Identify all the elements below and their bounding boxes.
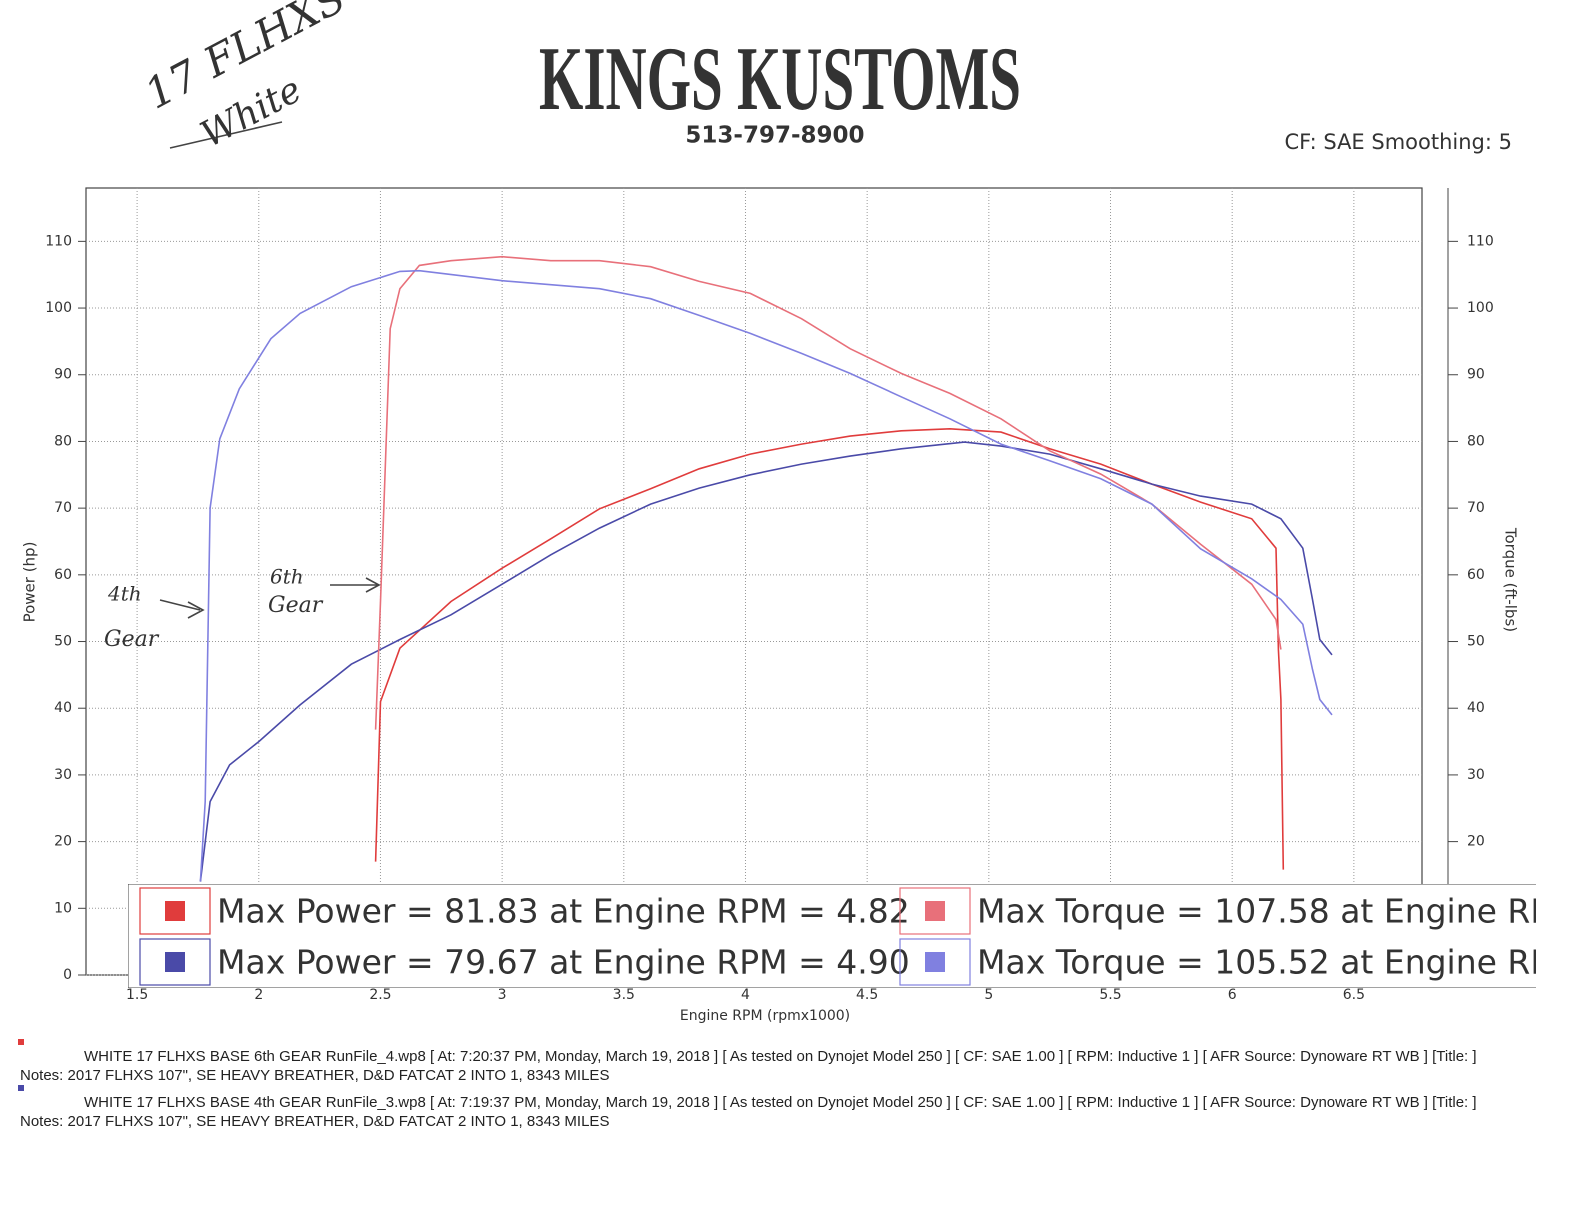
legend-swatch [165, 901, 185, 921]
series-line [374, 255, 1282, 730]
y-tick-label: 20 [54, 834, 72, 850]
x-tick-label: 5 [984, 987, 993, 1003]
y-axis-label: Power (hp) [21, 542, 39, 623]
note-text: WHITE 17 FLHXS BASE 4th GEAR RunFile_3.w… [20, 1094, 1477, 1130]
series-line [199, 269, 1333, 882]
y-tick-label: 10 [54, 900, 72, 916]
legend-box-outline [899, 887, 971, 935]
legend-label: Max Torque = 105.52 at Engine RPM [977, 943, 1579, 982]
y-tick-label: 110 [45, 233, 72, 249]
x-tick-label: 3.5 [613, 987, 635, 1003]
y-tick-label: 30 [54, 767, 72, 783]
x-tick-label: 3 [498, 987, 507, 1003]
note: WHITE 17 FLHXS BASE 6th GEAR RunFile_4.w… [18, 1039, 1500, 1085]
y2-tick-label: 90 [1467, 367, 1485, 383]
x-tick-label: 1.5 [126, 987, 148, 1003]
x-tick-label: 2.5 [369, 987, 391, 1003]
chart-subtitle: 513-797-8900 [685, 123, 864, 149]
note: WHITE 17 FLHXS BASE 4th GEAR RunFile_3.w… [18, 1085, 1500, 1131]
legend: Max Power = 81.83 at Engine RPM = 4.82 Ma… [128, 884, 1579, 988]
arrow [159, 121, 381, 619]
x-tick-label: 6.5 [1343, 987, 1365, 1003]
y-tick-label: 80 [54, 433, 72, 449]
legend-swatch [925, 952, 945, 972]
x-tick-label: 4.5 [856, 987, 878, 1003]
series-line [374, 427, 1285, 870]
y2-tick-label: 40 [1467, 700, 1485, 716]
y2-axis-label: Torque (ft-lbs) [1502, 527, 1520, 632]
annotation: 4th [107, 582, 142, 606]
y2-tick-label: 60 [1467, 567, 1485, 583]
y-tick-label: 40 [54, 700, 72, 716]
y-tick-label: 50 [54, 634, 72, 650]
annotation: 6th [270, 565, 304, 589]
legend-box-outline [139, 938, 211, 986]
note-text: WHITE 17 FLHXS BASE 6th GEAR RunFile_4.w… [20, 1048, 1477, 1084]
legend-box [128, 884, 1536, 988]
y2-tick-label: 80 [1467, 433, 1485, 449]
caption: CF: SAE Smoothing: 5 [1284, 130, 1512, 154]
y-tick-label: 100 [45, 300, 72, 316]
y2-tick-label: 30 [1467, 767, 1485, 783]
y2-tick-label: 110 [1467, 233, 1494, 249]
x-tick-label: 2 [254, 987, 263, 1003]
y2-tick-label: 20 [1467, 834, 1485, 850]
annotation: Gear [268, 593, 324, 618]
legend-label: Max Torque = 107.58 at Engine RPM [977, 892, 1579, 931]
note-marker [18, 1085, 24, 1091]
x-tick-label: 6 [1228, 987, 1237, 1003]
legend-box-outline [899, 938, 971, 986]
note-marker [18, 1039, 24, 1045]
y-tick-label: 0 [63, 967, 72, 983]
legend-label: Max Power = 81.83 at Engine RPM = 4.82 [217, 892, 910, 931]
y-tick-label: 90 [54, 367, 72, 383]
y2-tick-label: 100 [1467, 300, 1494, 316]
y2-tick-label: 50 [1467, 634, 1485, 650]
x-axis-label: Engine RPM (rpmx1000) [680, 1008, 850, 1024]
legend-swatch [165, 952, 185, 972]
y-tick-label: 70 [54, 500, 72, 516]
legend-label: Max Power = 79.67 at Engine RPM = 4.90 [217, 943, 910, 982]
annotation: Gear [104, 627, 160, 652]
chart-title: KINGS KUSTOMS [539, 29, 1021, 130]
legend-box-outline [139, 887, 211, 935]
series-line [199, 441, 1333, 882]
y2-tick-label: 70 [1467, 500, 1485, 516]
lines [199, 255, 1333, 882]
x-tick-label: 4 [741, 987, 750, 1003]
y-tick-label: 60 [54, 567, 72, 583]
x-tick-label: 5.5 [1099, 987, 1121, 1003]
legend-swatch [925, 901, 945, 921]
